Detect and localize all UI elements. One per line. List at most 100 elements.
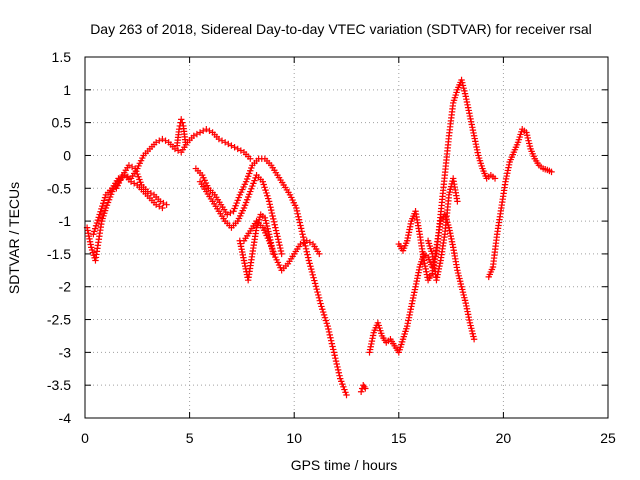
data-point [326, 331, 333, 339]
data-point [309, 271, 316, 279]
data-point [296, 219, 303, 226]
series-track-1 [83, 126, 254, 264]
data-point [163, 201, 170, 208]
series-track-3 [113, 162, 170, 208]
data-point [526, 140, 533, 147]
data-point [461, 90, 469, 97]
data-point [336, 372, 343, 379]
x-tick-label: 25 [600, 430, 616, 446]
data-point [548, 168, 555, 176]
data-point [137, 179, 144, 186]
data-point [362, 385, 369, 392]
data-point [230, 208, 237, 215]
data-point [310, 274, 317, 281]
data-point [330, 346, 337, 353]
data-point [247, 167, 254, 174]
data-point [328, 340, 336, 347]
data-point [343, 391, 350, 399]
data-point [454, 269, 462, 277]
data-point [96, 211, 103, 218]
series-track-13 [485, 126, 555, 281]
data-point [459, 286, 466, 293]
data-point [334, 366, 342, 374]
data-point [525, 137, 532, 144]
data-point [260, 181, 267, 188]
data-point [313, 285, 320, 293]
series-track-10 [366, 76, 499, 356]
data-point [320, 311, 328, 319]
data-point [98, 205, 105, 213]
data-point [251, 177, 258, 184]
data-point [327, 337, 335, 344]
data-point [454, 198, 461, 205]
data-point [91, 225, 99, 232]
data-point [293, 204, 300, 212]
data-point [243, 196, 251, 203]
y-tick-label: -2.5 [47, 312, 71, 328]
data-point [459, 288, 467, 296]
data-point [357, 388, 365, 395]
data-point [459, 82, 467, 89]
data-point [321, 314, 329, 321]
data-point [523, 129, 530, 136]
data-point [249, 182, 256, 190]
x-tick-label: 0 [81, 430, 89, 446]
y-tick-label: 0 [63, 147, 71, 163]
data-point [105, 196, 113, 203]
chart-title: Day 263 of 2018, Sidereal Day-to-day VTE… [90, 21, 592, 37]
data-point [298, 228, 306, 235]
data-point [470, 336, 478, 343]
data-point [266, 240, 274, 247]
data-point [265, 198, 273, 205]
data-point [264, 195, 272, 202]
data-point [330, 349, 338, 356]
data-point [234, 197, 241, 204]
data-point [92, 222, 100, 229]
series-track-6 [196, 171, 285, 258]
data-point [100, 200, 107, 207]
axis-ticks: 0 5 10 15 20 25 1.5 1 0.5 0 -0.5 -1 -1.5 -2 -2.5 -3 -3.5… [47, 49, 616, 446]
series-track-8 [240, 217, 323, 274]
data-points [83, 76, 555, 399]
data-point [262, 186, 269, 194]
data-point [265, 228, 272, 235]
x-tick-label: 15 [391, 430, 407, 446]
data-point [244, 173, 252, 180]
data-point [339, 380, 346, 388]
data-point [233, 199, 240, 207]
y-tick-label: -3 [59, 344, 72, 360]
data-point [456, 275, 463, 282]
data-point [466, 319, 474, 327]
y-tick-label: -1 [59, 213, 72, 229]
data-point [293, 207, 301, 215]
data-point [268, 209, 276, 217]
data-point [317, 300, 324, 307]
data-point [311, 280, 319, 287]
data-point [247, 188, 254, 195]
y-tick-label: -0.5 [47, 180, 71, 196]
data-point [277, 244, 284, 252]
data-point [332, 357, 340, 365]
plot-frame [84, 56, 609, 419]
data-point [102, 204, 110, 212]
grid [85, 57, 608, 418]
data-point [467, 322, 474, 329]
data-point [247, 155, 254, 162]
series-track-9 [357, 381, 369, 395]
data-point [524, 134, 532, 142]
data-point [316, 297, 324, 304]
data-point [470, 333, 477, 340]
data-point [324, 322, 331, 330]
data-point [278, 250, 285, 258]
data-point [461, 87, 468, 95]
data-point [294, 210, 301, 217]
data-point [460, 84, 467, 92]
data-point [303, 248, 310, 255]
data-point [491, 175, 499, 182]
data-point [333, 360, 340, 368]
series-track-4 [173, 116, 189, 149]
data-point [469, 330, 476, 337]
data-point [338, 378, 345, 385]
data-point [526, 142, 534, 150]
data-point [94, 216, 102, 224]
